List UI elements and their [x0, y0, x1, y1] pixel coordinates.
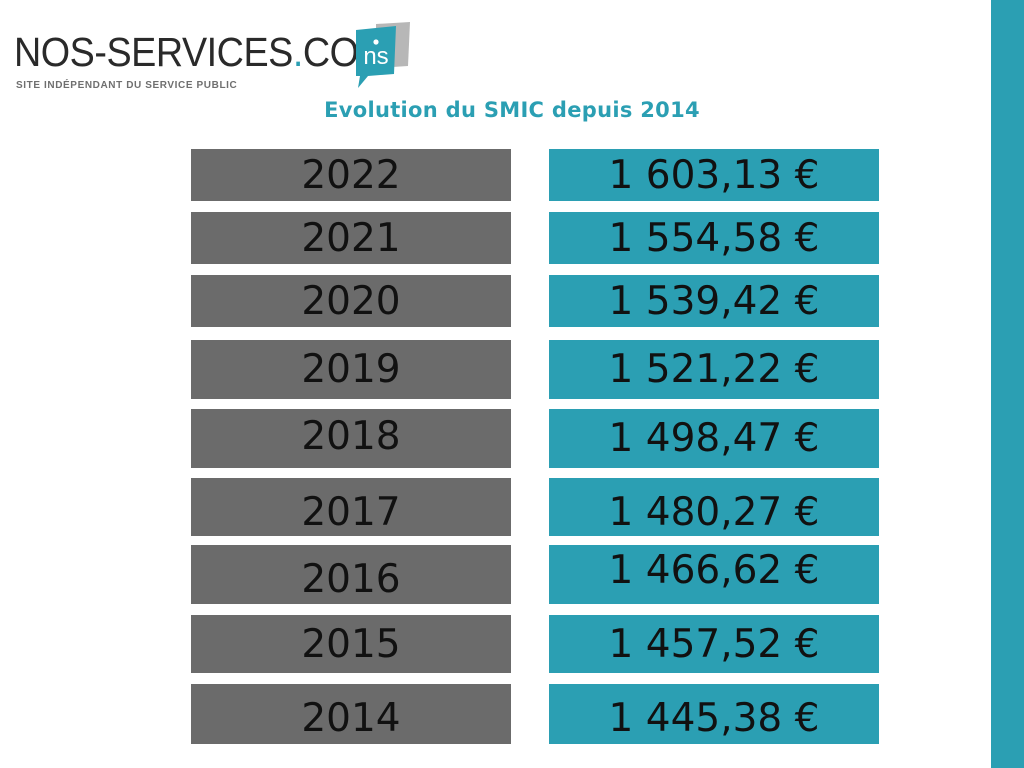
year-cell-2020: 2020	[191, 275, 511, 327]
year-cell-2018: 2018	[191, 409, 511, 468]
amount-cell-2019: 1 521,22 €	[549, 340, 879, 399]
year-cell-2019: 2019	[191, 340, 511, 399]
logo-mark-text: ns	[363, 43, 388, 70]
year-cell-2015: 2015	[191, 615, 511, 673]
amount-cell-2017: 1 480,27 €	[549, 478, 879, 536]
year-cell-2016: 2016	[191, 545, 511, 604]
amount-cell-2020: 1 539,42 €	[549, 275, 879, 327]
logo-wordmark: NOS-SERVICES.COM	[14, 29, 390, 75]
speech-bubble-ns-logo-icon: ns	[356, 22, 410, 88]
amount-cell-2022: 1 603,13 €	[549, 149, 879, 201]
page-title: Evolution du SMIC depuis 2014	[324, 98, 700, 122]
site-logo[interactable]: NOS-SERVICES.COM SITE INDÉPENDANT DU SER…	[14, 22, 414, 100]
amount-cell-2016: 1 466,62 €	[549, 545, 879, 604]
logo-tagline: SITE INDÉPENDANT DU SERVICE PUBLIC	[16, 80, 238, 91]
year-cell-2014: 2014	[191, 684, 511, 744]
amount-cell-2021: 1 554,58 €	[549, 212, 879, 264]
right-accent-stripe	[991, 0, 1024, 768]
amount-cell-2014: 1 445,38 €	[549, 684, 879, 744]
year-cell-2022: 2022	[191, 149, 511, 201]
amount-cell-2018: 1 498,47 €	[549, 409, 879, 468]
year-cell-2021: 2021	[191, 212, 511, 264]
year-cell-2017: 2017	[191, 478, 511, 536]
amount-cell-2015: 1 457,52 €	[549, 615, 879, 673]
